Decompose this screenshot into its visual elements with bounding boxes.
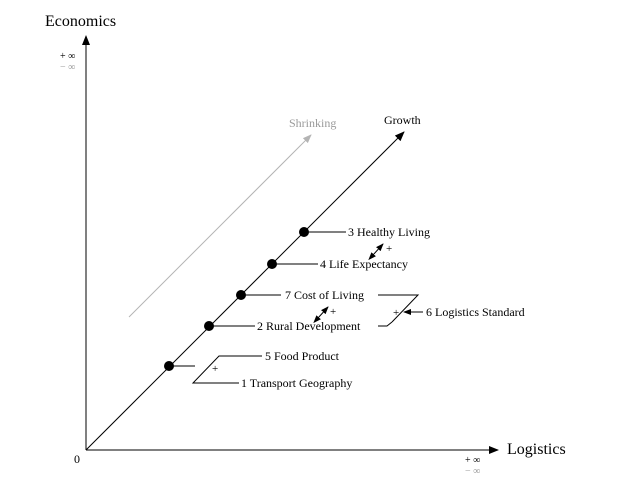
- shrinking-line: [128, 134, 312, 318]
- growth-label: Growth: [384, 113, 421, 127]
- link-3-4-arrow: [368, 243, 384, 261]
- x-axis-title: Logistics: [507, 441, 566, 458]
- origin-label: 0: [74, 452, 80, 466]
- node-2-bracket: [378, 321, 393, 327]
- shrinking-label: Shrinking: [289, 116, 336, 130]
- node-7-label: 7 Cost of Living: [285, 288, 364, 302]
- node-6-label: 6 Logistics Standard: [426, 305, 525, 319]
- node-2-label: 2 Rural Development: [257, 319, 361, 333]
- y-pos-infinity: + ∞: [60, 51, 75, 62]
- y-axis-title: Economics: [45, 13, 116, 30]
- node-4-label: 4 Life Expectancy: [320, 257, 408, 271]
- link-5-1-sign: +: [212, 363, 218, 375]
- node-1-label: 1 Transport Geography: [241, 376, 352, 390]
- link-3-4-sign: +: [386, 243, 392, 255]
- x-neg-infinity: − ∞: [465, 466, 480, 477]
- growth-line: [85, 131, 405, 451]
- node-5-bracket: [191, 355, 262, 384]
- node-3-label: 3 Healthy Living: [348, 225, 430, 239]
- x-pos-infinity: + ∞: [465, 455, 480, 466]
- link-6-sign: +: [393, 307, 399, 319]
- link-7-2-sign: +: [330, 306, 336, 318]
- node-5-label: 5 Food Product: [265, 349, 340, 363]
- node-7-bracket: [378, 294, 420, 323]
- link-7-2-arrow: [313, 306, 329, 324]
- y-neg-infinity: − ∞: [60, 62, 75, 73]
